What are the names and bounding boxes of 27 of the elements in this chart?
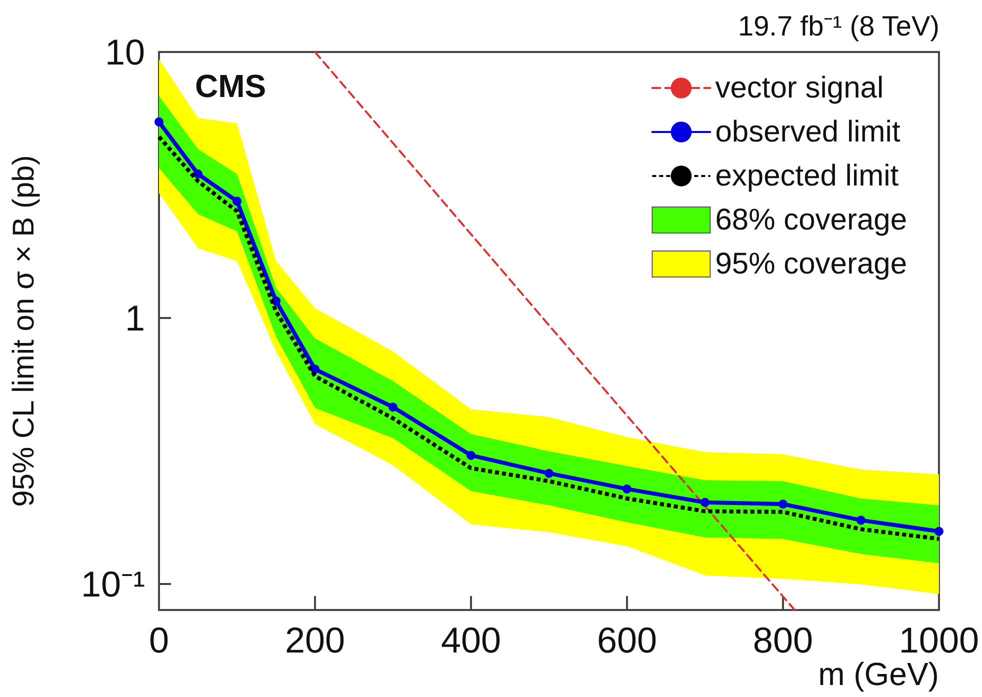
point bbox=[856, 516, 866, 525]
point bbox=[778, 500, 788, 509]
annotation: CMS bbox=[195, 68, 266, 104]
text: 19.7 fb⁻¹ (8 TeV) bbox=[738, 10, 940, 42]
point bbox=[934, 526, 944, 536]
point bbox=[154, 117, 164, 126]
legend-label: observed limit bbox=[715, 116, 901, 148]
legend-label: vector signal bbox=[715, 72, 884, 104]
x-tick-label: 0 bbox=[148, 620, 170, 660]
point bbox=[466, 450, 476, 460]
x-tick-label: 800 bbox=[752, 620, 814, 660]
point bbox=[700, 498, 710, 507]
y-axis-title: 95% CL limit on σ × B (pb) bbox=[8, 155, 40, 507]
point bbox=[622, 484, 632, 494]
legend-label: 68% coverage bbox=[715, 204, 908, 236]
x-tick-label: 600 bbox=[596, 620, 658, 660]
x-tick-label: 200 bbox=[284, 620, 346, 660]
legend-label: expected limit bbox=[715, 160, 900, 192]
point bbox=[544, 468, 554, 478]
point bbox=[194, 169, 202, 178]
y-tick-label: 1 bbox=[124, 298, 145, 339]
x-tick-label: 400 bbox=[440, 620, 502, 660]
point bbox=[232, 196, 242, 206]
point bbox=[388, 402, 398, 412]
legend-label: 95% coverage bbox=[715, 248, 908, 280]
y-tick-label: 10 bbox=[104, 32, 145, 72]
y-tick-label: 10⁻¹ bbox=[80, 564, 146, 605]
